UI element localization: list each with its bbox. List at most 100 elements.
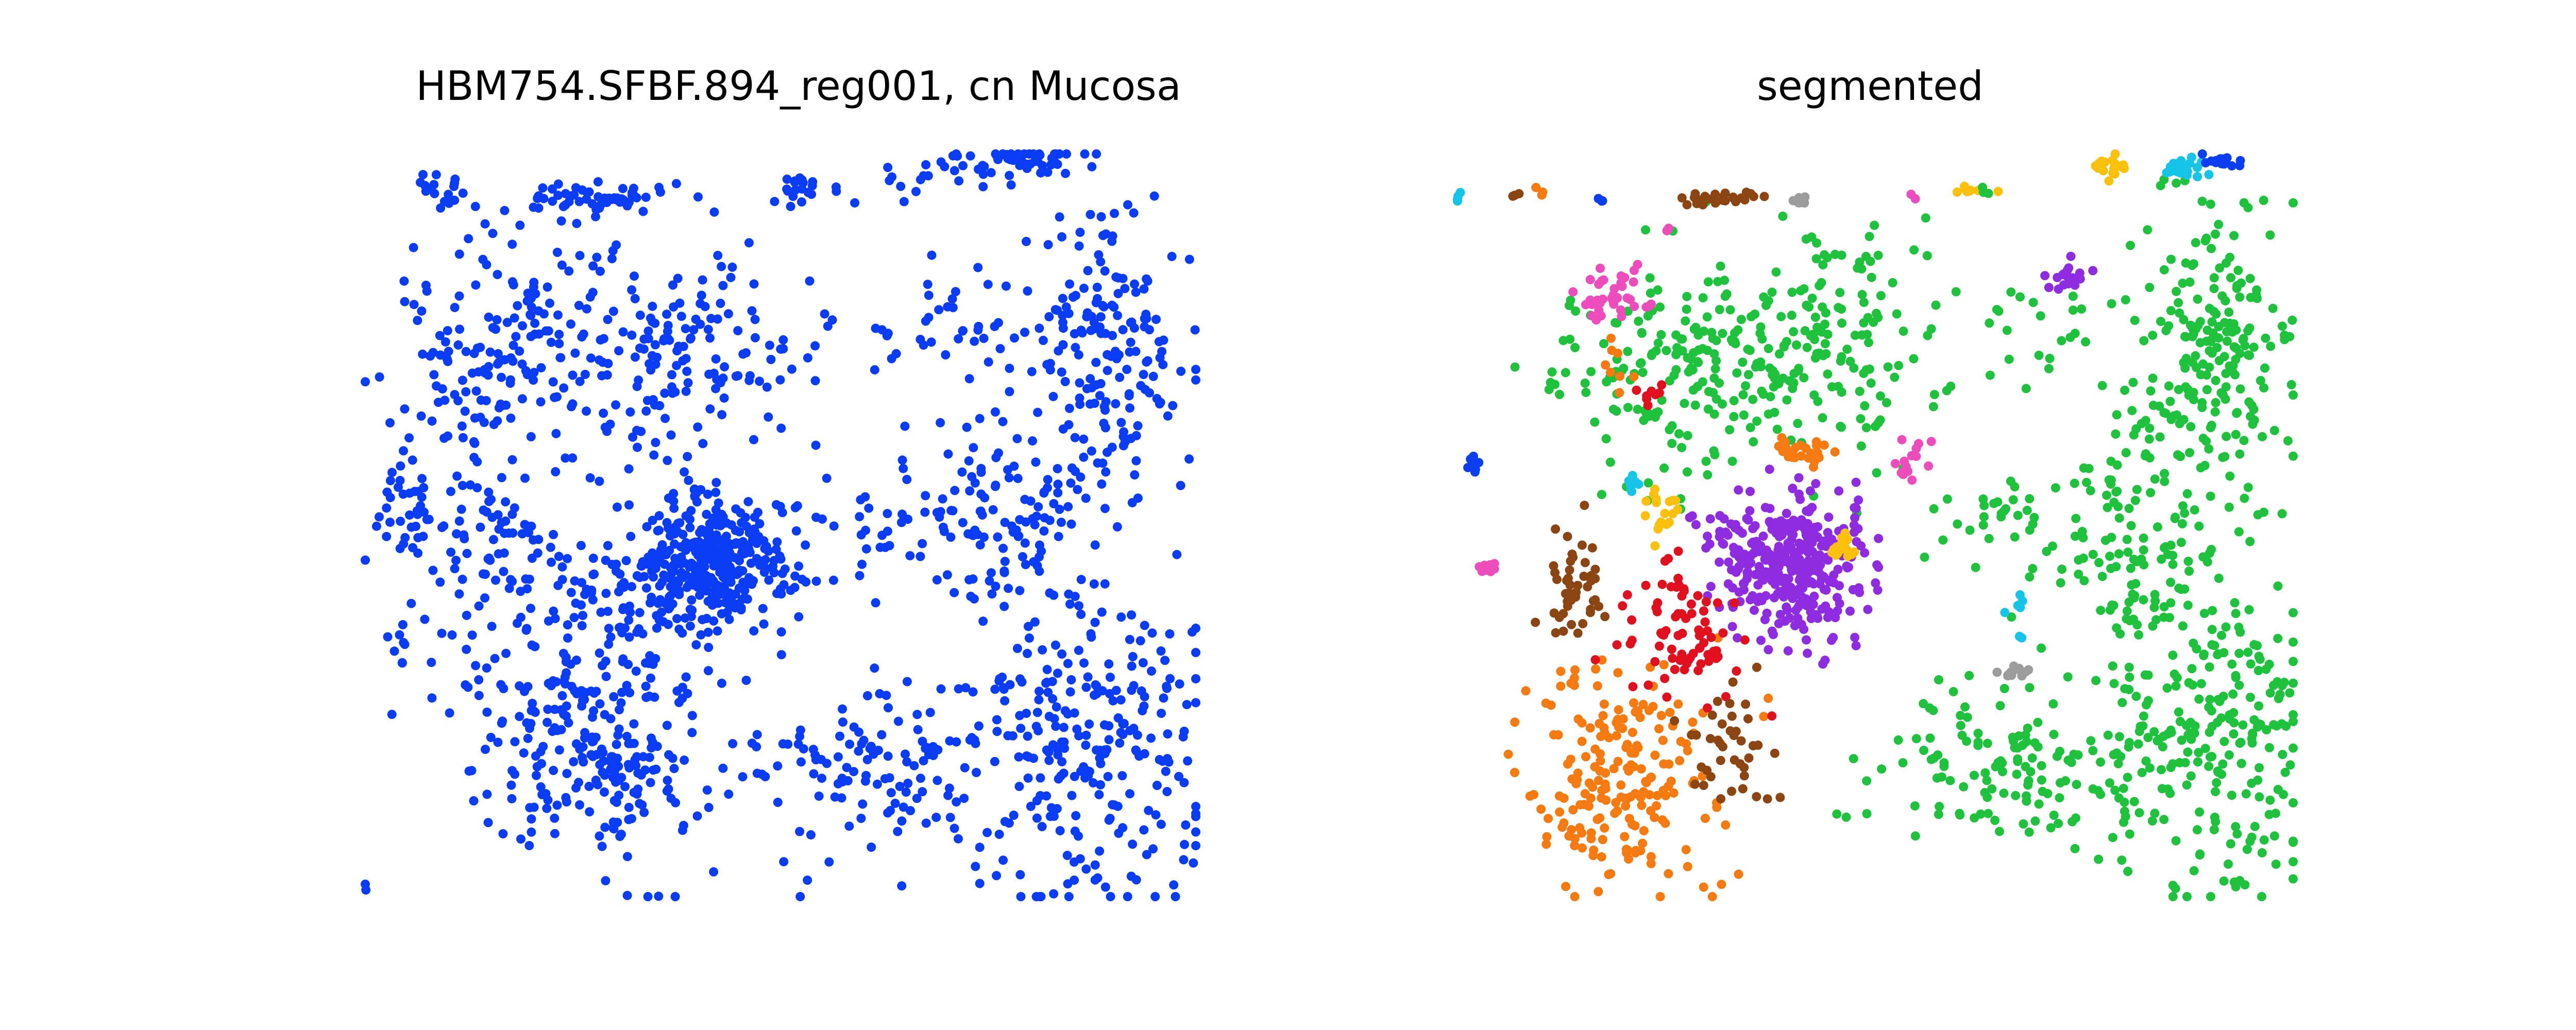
scatter-point	[670, 561, 680, 571]
scatter-point	[461, 680, 470, 690]
scatter-point	[1155, 755, 1164, 764]
scatter-point	[2207, 156, 2216, 166]
scatter-point	[2037, 761, 2046, 770]
scatter-point	[2013, 510, 2023, 520]
scatter-point	[2273, 785, 2283, 794]
scatter-point	[2174, 385, 2183, 394]
scatter-point	[1147, 666, 1156, 676]
scatter-point	[1561, 882, 1571, 891]
scatter-point	[796, 757, 806, 767]
scatter-point	[687, 595, 697, 605]
scatter-point	[1982, 776, 1992, 785]
scatter-point	[635, 311, 645, 320]
scatter-point	[1127, 610, 1137, 620]
scatter-point	[745, 547, 755, 557]
scatter-point	[1764, 344, 1773, 353]
scatter-point	[2289, 717, 2298, 726]
scatter-point	[2166, 725, 2176, 735]
scatter-point	[600, 822, 610, 832]
scatter-point	[2176, 538, 2186, 547]
scatter-point	[2117, 855, 2127, 865]
scatter-point	[499, 548, 509, 558]
scatter-point	[1700, 814, 1710, 823]
scatter-point	[738, 772, 748, 782]
scatter-point	[700, 539, 710, 548]
scatter-point	[1702, 312, 1712, 322]
scatter-point	[1551, 524, 1561, 534]
scatter-point	[934, 305, 944, 315]
scatter-point	[1114, 829, 1124, 838]
scatter-point	[631, 666, 641, 676]
scatter-point	[2172, 178, 2181, 188]
scatter-point	[1803, 519, 1812, 528]
scatter-point	[1700, 617, 1710, 627]
scatter-point	[1782, 508, 1791, 518]
scatter-point	[1783, 543, 1792, 553]
scatter-point	[2132, 557, 2142, 566]
scatter-point	[2126, 241, 2135, 250]
scatter-point	[1162, 754, 1172, 763]
scatter-point	[654, 525, 664, 535]
scatter-point	[685, 621, 695, 631]
scatter-point	[2232, 408, 2242, 418]
scatter-point	[681, 672, 691, 682]
scatter-point	[2013, 754, 2023, 764]
scatter-point	[629, 719, 639, 729]
scatter-point	[669, 496, 679, 506]
scatter-point	[861, 544, 871, 554]
scatter-point	[2143, 225, 2153, 235]
scatter-point	[2159, 602, 2169, 612]
scatter-point	[1079, 452, 1089, 462]
scatter-point	[838, 717, 848, 727]
scatter-point	[780, 564, 790, 574]
scatter-point	[2010, 743, 2020, 752]
scatter-point	[446, 547, 456, 557]
scatter-point	[1007, 521, 1016, 531]
scatter-point	[2243, 647, 2253, 657]
scatter-point	[530, 642, 540, 651]
scatter-point	[2024, 827, 2034, 837]
scatter-point	[1634, 316, 1643, 326]
scatter-point	[598, 748, 608, 758]
scatter-point	[2214, 356, 2224, 366]
scatter-point	[1907, 475, 1917, 485]
scatter-point	[1544, 814, 1553, 823]
scatter-point	[1776, 312, 1786, 321]
scatter-point	[1549, 730, 1558, 740]
scatter-point	[2255, 792, 2264, 802]
scatter-point	[543, 795, 553, 805]
scatter-point	[1000, 518, 1010, 527]
scatter-point	[554, 330, 564, 339]
scatter-point	[1865, 364, 1874, 374]
scatter-point	[1142, 850, 1151, 860]
scatter-point	[1609, 764, 1619, 774]
scatter-point	[2110, 785, 2120, 795]
scatter-point	[2066, 251, 2076, 261]
scatter-point	[670, 892, 680, 901]
scatter-point	[1038, 645, 1047, 655]
scatter-point	[856, 495, 866, 505]
scatter-point	[2155, 432, 2165, 442]
scatter-point	[1849, 363, 1859, 373]
scatter-point	[2132, 485, 2142, 494]
scatter-point	[1753, 596, 1763, 606]
scatter-point	[1730, 598, 1739, 608]
scatter-point	[450, 564, 460, 574]
scatter-point	[561, 793, 571, 802]
scatter-point	[991, 581, 1001, 591]
scatter-point	[1071, 811, 1081, 820]
scatter-point	[1623, 403, 1633, 413]
scatter-point	[1053, 750, 1063, 760]
scatter-point	[1701, 543, 1711, 553]
scatter-point	[601, 556, 611, 565]
scatter-point	[1156, 646, 1166, 656]
scatter-point	[2165, 167, 2175, 177]
scatter-point	[1125, 634, 1134, 644]
scatter-point	[524, 840, 534, 850]
scatter-point	[1116, 418, 1126, 427]
scatter-point	[1872, 308, 1881, 318]
scatter-point	[2264, 743, 2274, 752]
scatter-point	[1871, 578, 1880, 588]
scatter-point	[635, 344, 645, 353]
scatter-point	[452, 471, 462, 481]
